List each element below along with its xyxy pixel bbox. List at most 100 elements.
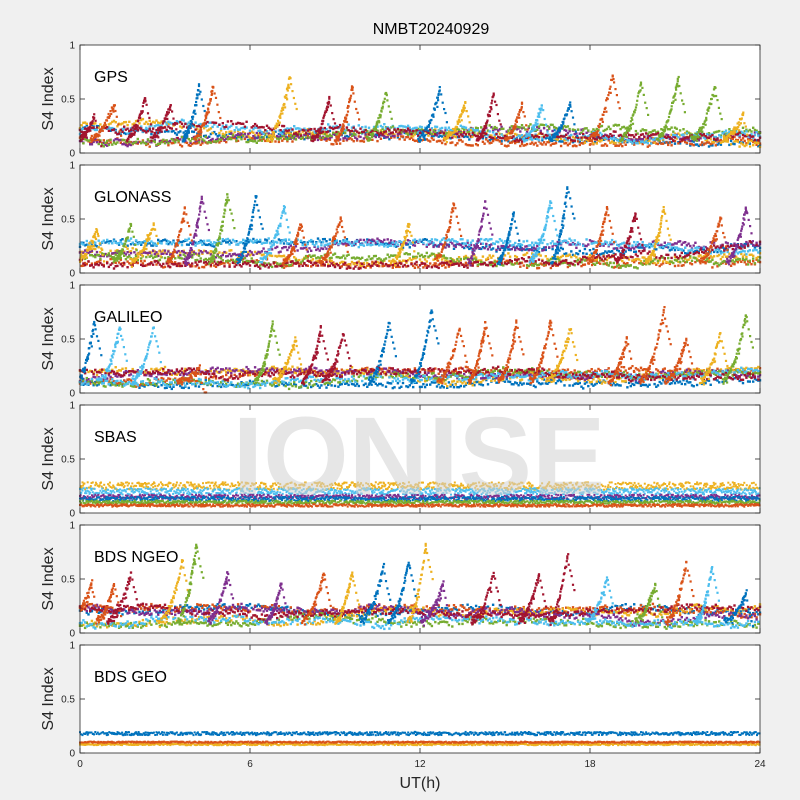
data-point — [126, 140, 129, 143]
data-point — [699, 143, 702, 146]
data-point — [287, 137, 291, 140]
data-point — [678, 84, 681, 88]
data-point — [537, 113, 541, 116]
data-point — [689, 139, 692, 143]
data-point — [189, 144, 192, 147]
data-point — [284, 245, 287, 249]
data-point — [520, 142, 524, 146]
data-point — [88, 125, 91, 128]
y-tick-label: 1 — [69, 41, 75, 52]
data-point — [437, 135, 440, 138]
data-point — [464, 143, 468, 146]
data-point — [449, 141, 452, 145]
data-point — [294, 245, 298, 248]
data-point — [151, 130, 154, 133]
panel-label: GPS — [94, 69, 128, 86]
data-point — [683, 111, 686, 114]
data-point — [457, 128, 461, 131]
data-point — [606, 97, 609, 101]
data-point — [123, 138, 126, 142]
data-point — [697, 131, 700, 134]
data-point — [728, 143, 731, 147]
data-point — [191, 130, 194, 133]
data-point — [364, 125, 367, 128]
data-point — [710, 97, 713, 100]
data-point — [456, 142, 459, 145]
data-point — [599, 262, 602, 265]
data-point — [240, 135, 243, 139]
data-point — [731, 135, 734, 138]
data-point — [388, 259, 391, 263]
data-point — [199, 133, 202, 136]
data-point — [595, 142, 598, 145]
data-point — [418, 129, 422, 132]
data-point — [400, 128, 403, 132]
data-point — [355, 139, 359, 142]
data-point — [667, 119, 670, 122]
data-point — [523, 115, 526, 118]
data-point — [216, 103, 219, 106]
data-point — [225, 140, 228, 144]
data-point — [112, 110, 115, 113]
data-point — [532, 143, 536, 146]
data-point — [126, 123, 129, 127]
data-point — [396, 128, 400, 131]
data-point — [143, 259, 146, 263]
data-point — [670, 105, 673, 108]
data-point — [556, 133, 559, 136]
data-point — [161, 127, 164, 130]
data-point — [114, 121, 117, 124]
data-point — [490, 102, 493, 105]
data-point — [445, 121, 448, 124]
data-point — [294, 138, 298, 141]
data-point — [323, 136, 326, 140]
data-point — [187, 129, 190, 132]
data-point — [240, 138, 243, 141]
data-point — [544, 137, 547, 140]
data-point — [197, 89, 200, 92]
data-point — [500, 140, 503, 143]
data-point — [292, 96, 295, 100]
data-point — [259, 139, 262, 142]
data-point — [175, 133, 179, 136]
data-point — [422, 138, 425, 141]
data-point — [757, 138, 760, 142]
data-point — [490, 137, 493, 141]
data-point — [731, 142, 734, 145]
data-point — [196, 97, 199, 100]
data-point — [282, 108, 285, 111]
data-point — [218, 251, 221, 254]
data-point — [463, 109, 466, 112]
data-point — [464, 101, 467, 104]
data-point — [525, 124, 528, 127]
data-point — [286, 136, 289, 139]
data-point — [612, 78, 615, 81]
data-point — [270, 254, 274, 258]
data-point — [95, 126, 99, 129]
data-point — [585, 252, 588, 255]
data-point — [537, 266, 541, 270]
data-point — [520, 124, 524, 127]
data-point — [645, 107, 648, 110]
data-point — [415, 126, 418, 129]
data-point — [558, 129, 562, 132]
data-point — [437, 139, 440, 143]
data-point — [496, 113, 499, 116]
data-point — [743, 122, 746, 125]
data-point — [471, 135, 474, 138]
data-point — [392, 125, 395, 128]
data-point — [625, 132, 628, 135]
data-point — [481, 135, 484, 138]
data-point — [575, 246, 578, 249]
data-point — [90, 143, 94, 146]
data-point — [525, 142, 529, 146]
data-point — [283, 102, 286, 106]
data-point — [437, 99, 440, 102]
data-point — [107, 143, 111, 147]
data-point — [429, 140, 432, 143]
data-point — [512, 140, 515, 143]
data-point — [440, 126, 444, 130]
data-point — [747, 139, 750, 142]
data-point — [701, 141, 704, 144]
data-point — [99, 123, 102, 126]
